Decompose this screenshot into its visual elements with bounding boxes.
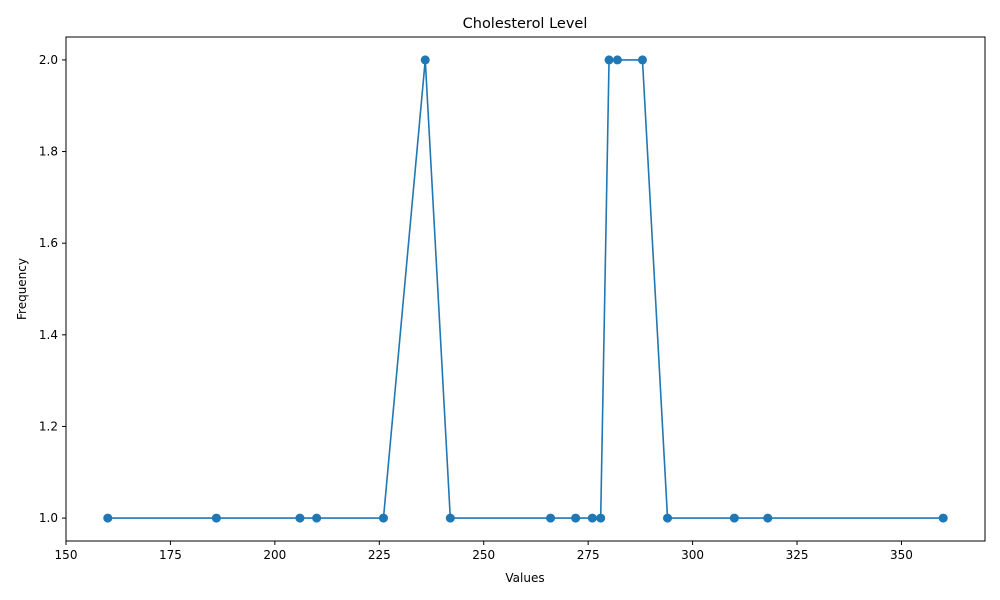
data-point [938, 513, 948, 523]
y-tick-label: 1.8 [39, 145, 58, 159]
x-tick-label: 275 [577, 548, 600, 562]
data-point [596, 513, 606, 523]
data-point [103, 513, 113, 523]
x-axis-label: Values [505, 571, 544, 585]
data-point [571, 513, 581, 523]
data-point [663, 513, 673, 523]
x-tick-label: 300 [681, 548, 704, 562]
data-point [312, 513, 322, 523]
chart-title: Cholesterol Level [463, 16, 588, 32]
data-point [378, 513, 388, 523]
x-tick-label: 200 [263, 548, 286, 562]
x-tick-label: 150 [55, 548, 78, 562]
plot-frame [65, 36, 986, 542]
x-tick-label: 325 [786, 548, 809, 562]
y-tick-label: 1.6 [39, 236, 58, 250]
x-tick-label: 250 [472, 548, 495, 562]
data-point [587, 513, 597, 523]
y-tick-label: 2.0 [39, 53, 58, 67]
data-point [604, 55, 614, 65]
data-point [546, 513, 556, 523]
plot-area [103, 55, 948, 523]
data-point [763, 513, 773, 523]
data-point [729, 513, 739, 523]
x-tick-label: 175 [159, 548, 182, 562]
y-tick-label: 1.4 [39, 328, 58, 342]
data-point [612, 55, 622, 65]
y-axis-label: Frequency [15, 258, 29, 320]
y-tick-label: 1.0 [39, 511, 58, 525]
data-point [211, 513, 221, 523]
data-point [637, 55, 647, 65]
x-tick-label: 350 [890, 548, 913, 562]
y-tick-label: 1.2 [39, 419, 58, 433]
data-point [445, 513, 455, 523]
data-point [295, 513, 305, 523]
x-tick-label: 225 [368, 548, 391, 562]
y-axis: 1.0 1.2 1.4 1.6 1.8 2.0 [39, 53, 66, 525]
x-axis: 150 175 200 225 250 275 300 325 350 [55, 541, 913, 562]
data-point [420, 55, 430, 65]
